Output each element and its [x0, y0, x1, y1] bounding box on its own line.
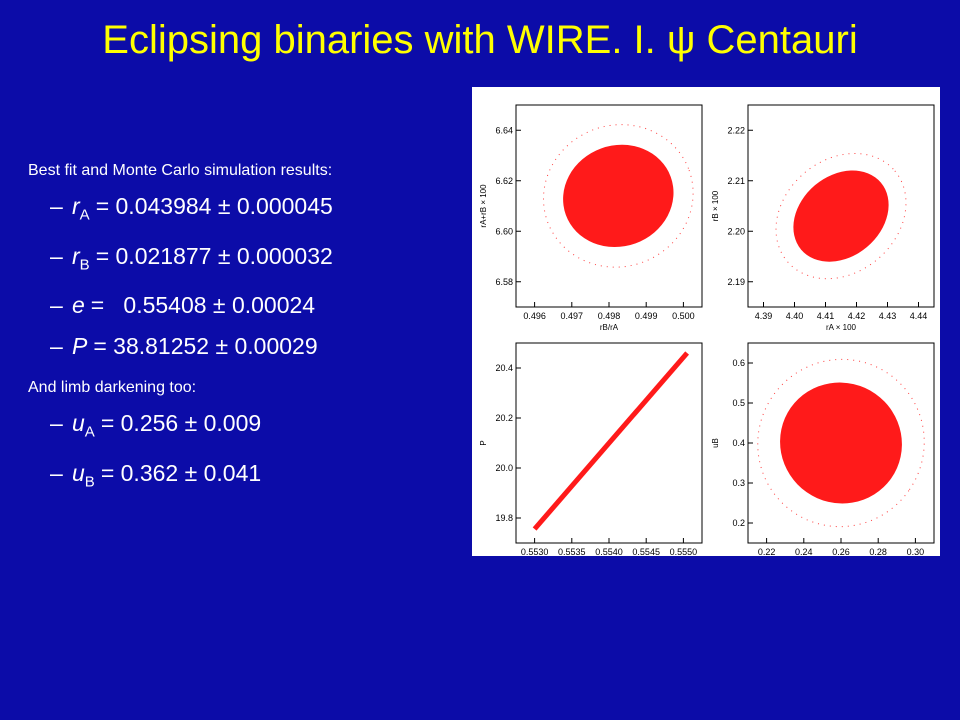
plot-frame [747, 104, 935, 308]
subscript: B [84, 473, 95, 491]
point-cloud [563, 144, 674, 248]
x-axis-label: rA × 100 [826, 323, 857, 332]
value-text: = 0.021877 ± 0.000032 [95, 242, 333, 269]
bullet: And limb darkening too: [28, 379, 197, 397]
sub-list: uA= 0.256 ± 0.009uB= 0.362 ± 0.041 [50, 403, 458, 502]
y-axis-label: rB × 100 [711, 190, 720, 221]
sub-item: P= 38.81252 ± 0.00029 [50, 326, 458, 367]
point-cloud-halo [775, 152, 907, 280]
symbol: r [72, 242, 80, 269]
slide-title: Eclipsing binaries with WIRE. I. ψ Centa… [102, 18, 858, 62]
symbol: u [72, 459, 85, 486]
x-tick-label: 0.26 [832, 547, 850, 556]
x-tick-label: 0.5540 [595, 547, 623, 556]
y-tick-label: 2.21 [727, 176, 745, 186]
symbol: u [72, 410, 85, 437]
y-tick-label: 6.58 [495, 277, 513, 287]
x-tick-label: 0.5535 [558, 547, 586, 556]
point-cloud-halo [542, 124, 694, 268]
plot-figure: 0.496 0.497 0.498 0.499 0.500 6.58 6.60 6.62 6.6… [472, 87, 940, 556]
x-tick-label: 4.41 [817, 311, 835, 321]
scatter-panel: 0.5530 0.5535 0.5540 0.5545 0.5550 19.8 20.0 20… [479, 342, 703, 556]
x-tick-label: 0.5550 [670, 547, 698, 556]
x-tick-label: 0.497 [561, 311, 584, 321]
subscript: B [79, 256, 90, 274]
sub-item: uA = 0.256 ± 0.009 [50, 403, 458, 453]
y-tick-label: 0.2 [732, 518, 745, 528]
x-tick-label: 4.40 [786, 311, 804, 321]
x-tick-label: 0.22 [758, 547, 776, 556]
x-tick-label: 4.43 [879, 311, 897, 321]
value-text: = 0.256 ± 0.009 [100, 410, 262, 437]
y-tick-label: 20.0 [495, 463, 513, 473]
value-text: = 0.55408 ± 0.00024 [90, 292, 316, 319]
y-tick-label: 6.60 [495, 226, 513, 236]
value-text: = 0.043984 ± 0.000045 [95, 193, 333, 219]
x-tick-label: 4.39 [755, 311, 773, 321]
bullet-list: Best fit and Monte Carlo simulation resu… [28, 162, 458, 514]
point-cloud [780, 382, 902, 504]
sub-list: rA= 0.043984 ± 0.000045rB= 0.021877 ± 0.… [50, 186, 458, 367]
y-tick-label: 6.62 [495, 176, 513, 186]
scatter-panel: 4.39 4.40 4.41 4.42 4.43 4.44 2.19 2.20 2.21 2.22… [711, 104, 935, 332]
y-tick-label: 0.4 [732, 438, 745, 448]
y-axis-label: rA+rB × 100 [479, 184, 488, 228]
y-tick-label: 6.64 [495, 125, 513, 135]
bullet: Best fit and Monte Carlo simulation resu… [28, 162, 333, 179]
y-tick-label: 2.22 [727, 125, 745, 135]
subscript: A [79, 206, 90, 224]
y-tick-label: 19.8 [495, 513, 513, 523]
x-tick-label: 0.28 [869, 547, 887, 556]
y-tick-label: 20.4 [495, 363, 513, 373]
symbol: P [72, 333, 88, 360]
x-tick-label: 0.30 [907, 547, 925, 556]
x-tick-label: 4.44 [910, 311, 928, 321]
scatter-panel: 0.496 0.497 0.498 0.499 0.500 6.58 6.60 6.62 6.6… [479, 104, 703, 332]
y-tick-label: 20.2 [495, 413, 513, 423]
x-tick-label: 0.500 [672, 311, 695, 321]
sub-item: uB = 0.362 ± 0.041 [50, 453, 458, 503]
x-tick-label: 0.24 [795, 547, 813, 556]
x-tick-label: 0.5545 [632, 547, 660, 556]
value-text: = 38.81252 ± 0.00029 [93, 333, 318, 360]
x-axis-label: rB/rA [600, 323, 619, 332]
y-tick-label: 0.3 [732, 478, 745, 488]
x-tick-label: 4.42 [848, 311, 866, 321]
sub-item: rA = 0.043984 ± 0.000045 [50, 186, 458, 236]
scatter-panel: 0.220.240.260.280.300.20.30.40.50.6uAuB [711, 342, 935, 556]
y-axis-label: P [479, 440, 488, 445]
symbol: e [72, 292, 85, 319]
y-axis-label: uB [711, 438, 720, 448]
y-tick-label: 2.20 [727, 226, 745, 236]
point-cloud-halo [757, 358, 925, 528]
y-tick-label: 0.6 [732, 358, 745, 368]
symbol: r [72, 193, 80, 219]
sub-item: e= 0.55408 ± 0.00024 [50, 285, 458, 326]
point-cloud [793, 170, 889, 262]
point-line [532, 351, 690, 531]
y-tick-label: 0.5 [732, 398, 745, 408]
x-tick-label: 0.498 [598, 311, 621, 321]
subscript: A [84, 423, 95, 441]
x-tick-label: 0.496 [523, 311, 546, 321]
x-tick-label: 0.499 [635, 311, 658, 321]
y-tick-label: 2.19 [727, 277, 745, 287]
sub-item: rB = 0.021877 ± 0.000032 [50, 236, 458, 286]
value-text: = 0.362 ± 0.041 [100, 459, 262, 486]
x-tick-label: 0.5530 [521, 547, 549, 556]
